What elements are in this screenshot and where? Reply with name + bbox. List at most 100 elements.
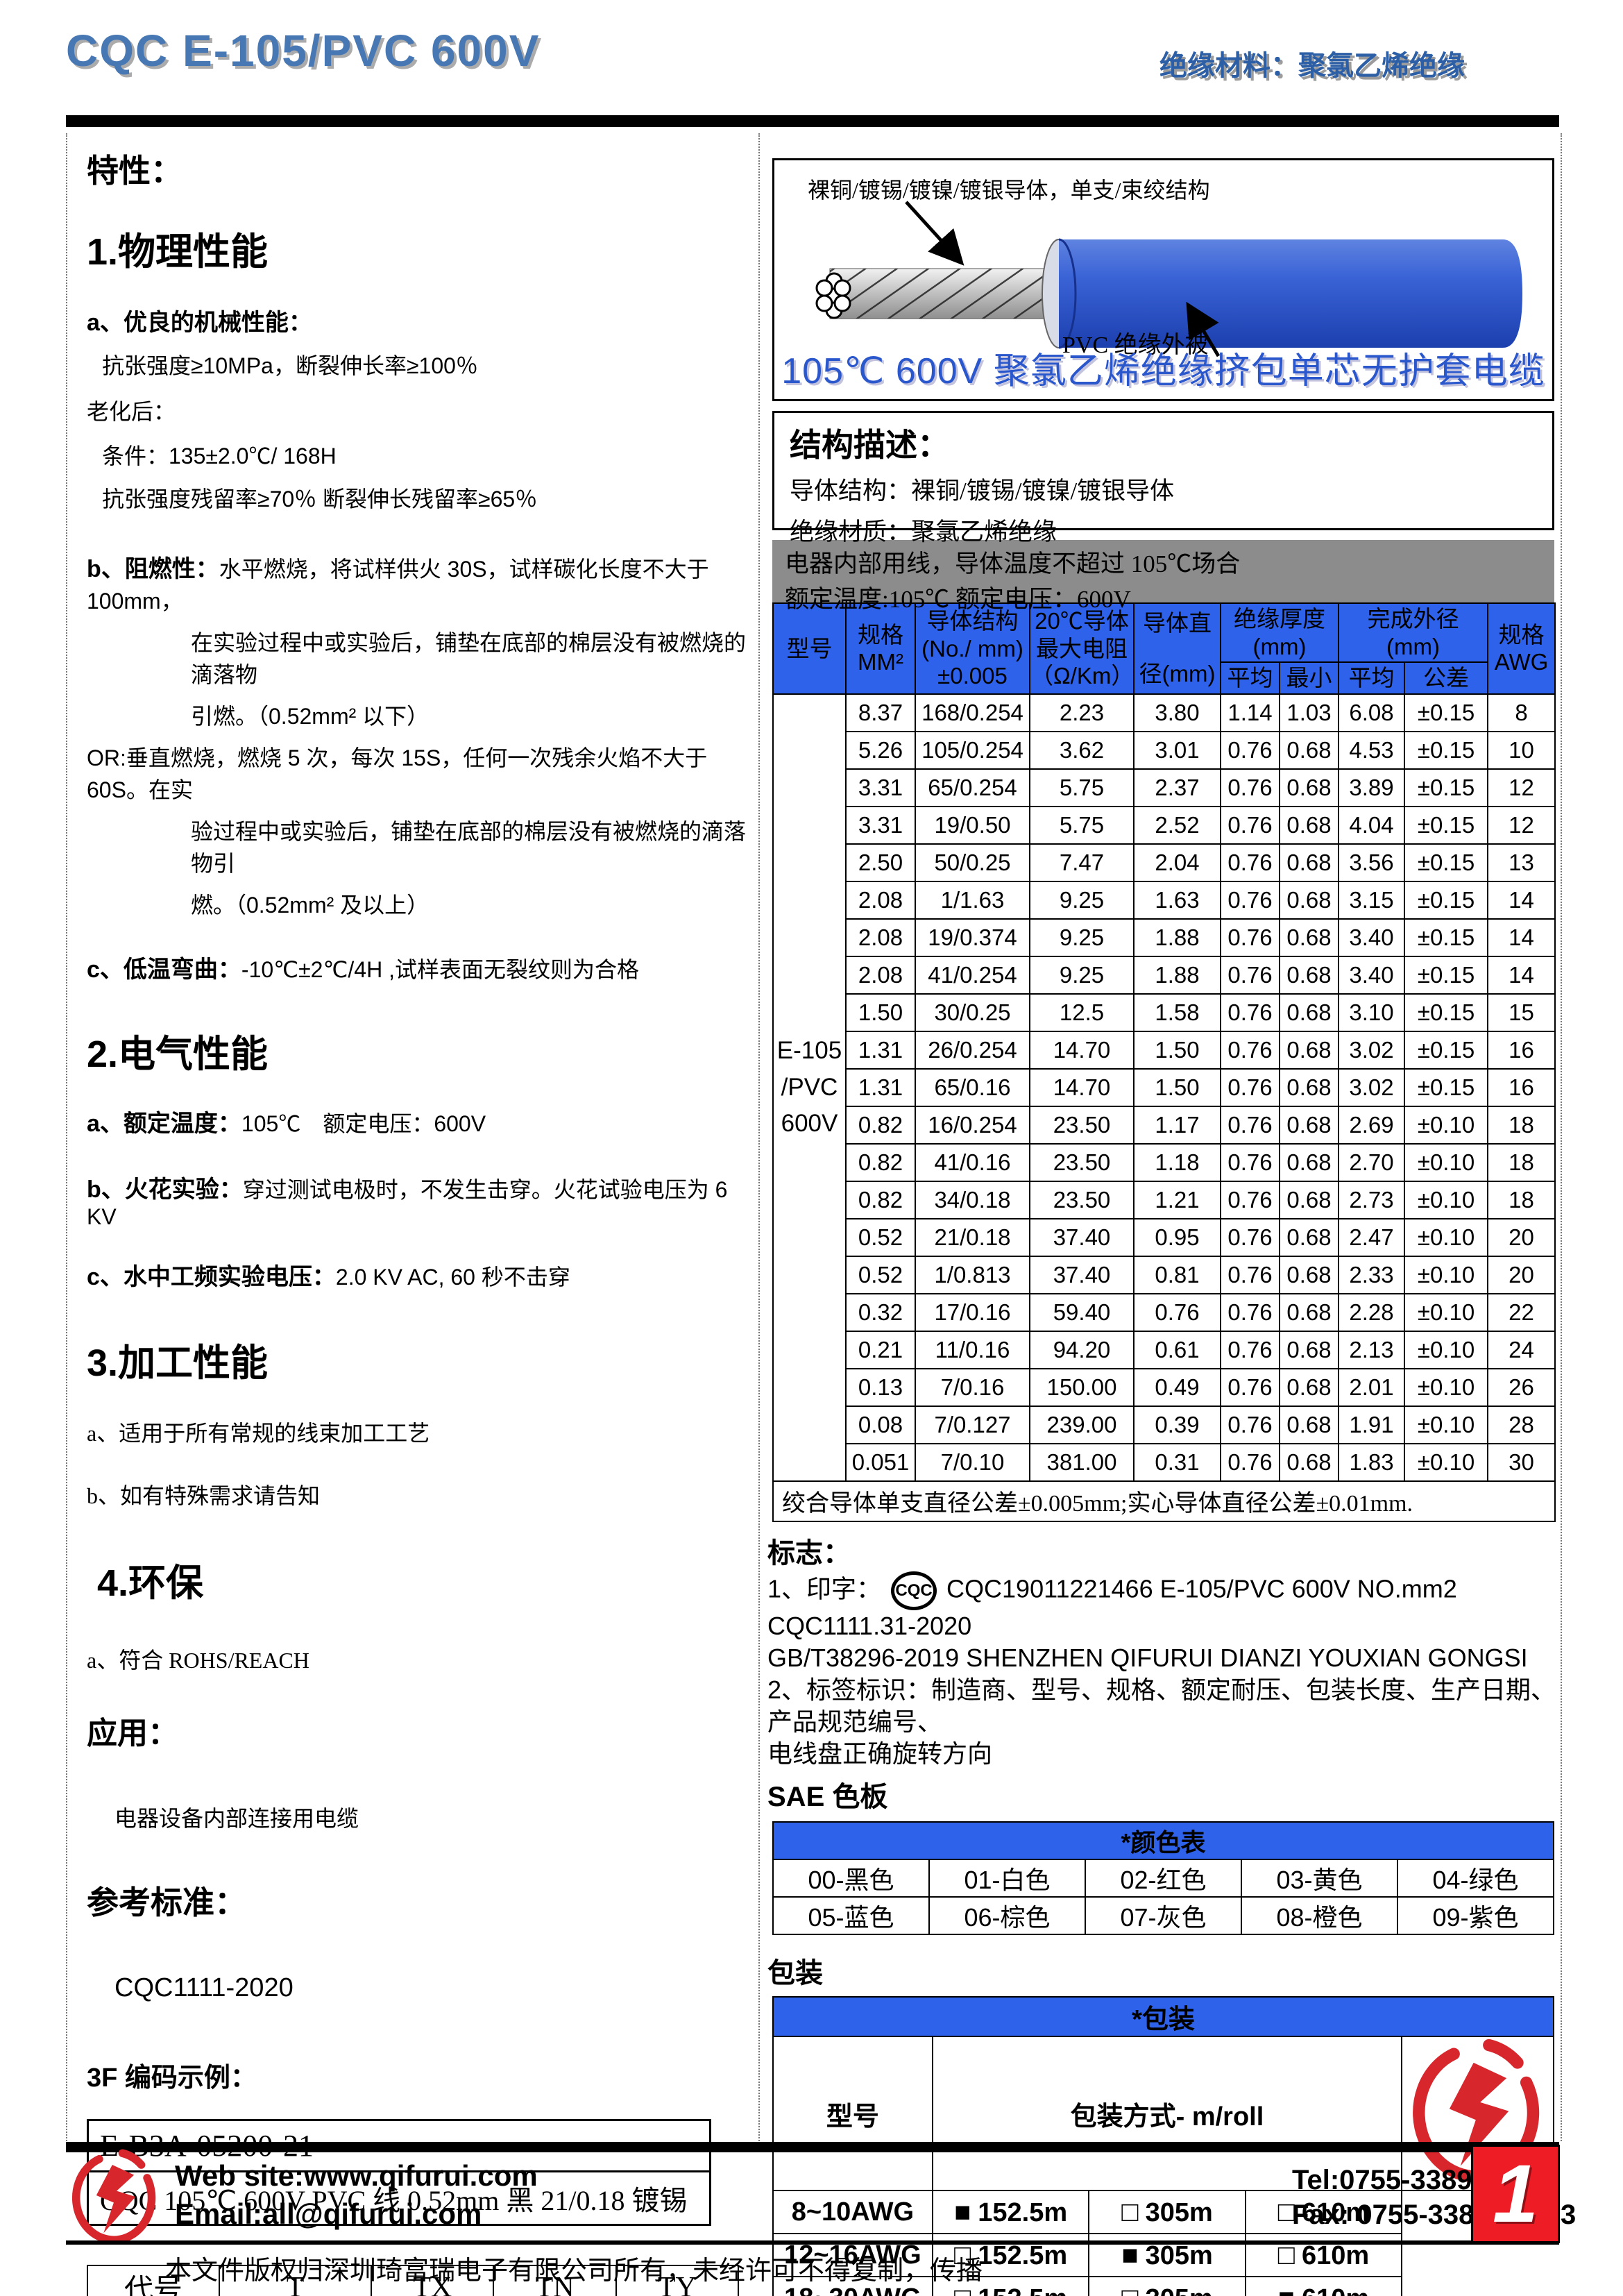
spec-cell: 1.17 <box>1133 1105 1221 1145</box>
spec-row: 1.31 26/0.254 14.70 1.50 0.76 0.68 3.02 ±0.15 16 <box>773 1030 1556 1070</box>
spec-cell: 1.88 <box>1133 955 1221 995</box>
spec-cell: 0.68 <box>1279 768 1339 807</box>
color-cell: 02-红色 <box>1085 1859 1242 1898</box>
color-cell: 07-灰色 <box>1085 1896 1242 1936</box>
marking-item1: 1、印字： CQC CQC19011221466 E-105/PVC 600V NO… <box>767 1571 1563 1642</box>
spec-cell: 0.76 <box>1220 993 1280 1032</box>
spec-cell: 0.68 <box>1279 1405 1339 1444</box>
section3-title: 3.加工性能 <box>87 1342 269 1384</box>
checkbox-empty-icon: □ <box>1277 2239 1295 2270</box>
spec-cell: 12.5 <box>1029 993 1135 1032</box>
spec-cell: ±0.15 <box>1404 918 1488 957</box>
email-link[interactable]: Email:all@qifurui.com <box>175 2197 482 2230</box>
packing-header: *包装 <box>772 1996 1554 2038</box>
col-diameter: 导体直 径(mm) <box>1133 602 1221 695</box>
spec-cell: 1/0.813 <box>915 1255 1030 1294</box>
right-column: 裸铜/镀锡/镀镍/镀银导体，单支/束绞结构 <box>763 133 1563 2296</box>
s2c-line: c、水中工频实验电压：2.0 KV AC, 60 秒不击穿 <box>87 1258 756 1292</box>
spec-cell: 1.14 <box>1220 693 1280 732</box>
spec-cell: 1.63 <box>1133 880 1221 920</box>
packing-option-label: 610m <box>1302 2284 1369 2296</box>
spec-cell: ±0.15 <box>1404 1030 1488 1070</box>
spec-cell: ±0.10 <box>1404 1442 1488 1482</box>
code-example-line2: CQC 105℃ 600V PVC 线 0.52mm 黑 21/0.18 镀锡 <box>100 2185 688 2216</box>
section1-title: 1.物理性能 <box>87 231 269 273</box>
spec-cell: 0.95 <box>1133 1217 1221 1257</box>
spec-cell: ±0.10 <box>1404 1217 1488 1257</box>
spec-cell: 0.52 <box>845 1255 916 1294</box>
spec-cell: 3.62 <box>1029 730 1135 770</box>
packing-option-label: 305m <box>1146 2284 1213 2296</box>
code-ty: TY <box>615 2265 740 2296</box>
spec-cell: ±0.15 <box>1404 693 1488 732</box>
spec-cell: 0.76 <box>1220 1217 1280 1257</box>
col-outer-diameter: 完成外径 (mm) <box>1338 602 1488 664</box>
spec-cell: 2.73 <box>1338 1180 1405 1219</box>
spec-cell: 0.81 <box>1133 1255 1221 1294</box>
spec-cell: ±0.10 <box>1404 1142 1488 1182</box>
page-number-badge: 1 <box>1471 2145 1560 2243</box>
spec-cell: 41/0.254 <box>915 955 1030 995</box>
spec-cell: ±0.10 <box>1404 1292 1488 1332</box>
spec-cell: 1.50 <box>845 993 916 1032</box>
spec-cell: 2.08 <box>845 880 916 920</box>
spec-cell: 18 <box>1487 1105 1556 1145</box>
spec-cell: ±0.15 <box>1404 1067 1488 1107</box>
section2-title: 2.电气性能 <box>87 1033 269 1075</box>
spec-cell: 1.83 <box>1338 1442 1405 1482</box>
color-cell: 00-黑色 <box>772 1859 930 1898</box>
spec-cell: 0.68 <box>1279 1030 1339 1070</box>
spec-cell: 5.75 <box>1029 768 1135 807</box>
spec-cell: 2.13 <box>1338 1330 1405 1369</box>
left-column: 特性： 1.物理性能 a、优良的机械性能： 抗张强度≥10MPa，断裂伸长率≥1… <box>66 133 756 2296</box>
s2a-text: 105℃ 额定电压：600V <box>241 1111 486 1136</box>
page-number: 1 <box>1493 2148 1538 2240</box>
spec-cell: 3.80 <box>1133 693 1221 732</box>
spec-cell: 1.31 <box>845 1067 916 1107</box>
s2a-label: a、额定温度： <box>87 1111 241 1137</box>
marking-item1-prefix: 1、印字： <box>767 1574 882 1603</box>
spec-cell: 5.26 <box>845 730 916 770</box>
marking-item1-text: CQC19011221466 E-105/PVC 600V NO.mm2 CQC… <box>767 1574 1457 1640</box>
spec-table: 型号 规格 MM² 导体结构 (No./ mm) ±0.005 20℃导体 最大电阻 （Ω… <box>772 602 1556 1522</box>
spec-cell: 2.52 <box>1133 805 1221 845</box>
packing-title: 包装 <box>767 1958 823 1989</box>
spec-row: 3.31 19/0.50 5.75 2.52 0.76 0.68 4.04 ±0.15 12 <box>773 805 1556 845</box>
spec-cell: ±0.15 <box>1404 805 1488 845</box>
spec-cell: ±0.15 <box>1404 843 1488 882</box>
col-ins-avg: 平均 <box>1220 661 1280 695</box>
spec-cell: 4.53 <box>1338 730 1405 770</box>
website-link[interactable]: Web site:www.qifurui.com <box>175 2159 538 2192</box>
spec-cell: 0.68 <box>1279 843 1339 882</box>
spec-cell: 1.50 <box>1133 1067 1221 1107</box>
packing-row: 18~30AWG □ 152.5m □ 305m ■ 610m <box>772 2276 1554 2296</box>
s1b-or1: OR:垂直燃烧，燃烧 5 次，每次 15S，任何一次残余火焰不大于 60S。在实 <box>87 745 708 802</box>
spec-row: 0.82 34/0.18 23.50 1.21 0.76 0.68 2.73 ±0.10 18 <box>773 1180 1556 1219</box>
footer-brand-logo <box>68 2149 162 2247</box>
spec-cell: 30/0.25 <box>915 993 1030 1032</box>
spec-row: 0.21 11/0.16 94.20 0.61 0.76 0.68 2.13 ±0.10 24 <box>773 1330 1556 1369</box>
spec-cell: 0.68 <box>1279 955 1339 995</box>
spec-cell: 0.82 <box>845 1105 916 1145</box>
spec-row: 0.08 7/0.127 239.00 0.39 0.76 0.68 1.91 ±0.10 28 <box>773 1405 1556 1444</box>
spec-cell: 1.91 <box>1338 1405 1405 1444</box>
spec-row: 0.82 41/0.16 23.50 1.18 0.76 0.68 2.70 ±0.10 18 <box>773 1142 1556 1182</box>
spec-cell: ±0.10 <box>1404 1367 1488 1407</box>
spec-cell: 0.68 <box>1279 730 1339 770</box>
spec-cell: 3.31 <box>845 805 916 845</box>
spec-cell: 150.00 <box>1029 1367 1135 1407</box>
packing-model: 18~30AWG <box>772 2276 933 2296</box>
color-row: 00-黑色 01-白色 02-红色 03-黄色 04-绿色 <box>772 1859 1554 1898</box>
spec-cell: 1.21 <box>1133 1180 1221 1219</box>
spec-cell: 26/0.254 <box>915 1030 1030 1070</box>
spec-cell: ±0.15 <box>1404 730 1488 770</box>
spec-row: 2.08 19/0.374 9.25 1.88 0.76 0.68 3.40 ±0.15 14 <box>773 918 1556 957</box>
spec-row: 5.26 105/0.254 3.62 3.01 0.76 0.68 4.53 ±0.15 10 <box>773 730 1556 770</box>
spec-cell: 2.28 <box>1338 1292 1405 1332</box>
checkbox-filled-icon: ■ <box>1278 2283 1295 2296</box>
spec-cell: 0.68 <box>1279 805 1339 845</box>
application-title: 应用： <box>87 1716 178 1750</box>
col-model: 型号 <box>772 602 847 695</box>
spec-cell: 2.01 <box>1338 1367 1405 1407</box>
